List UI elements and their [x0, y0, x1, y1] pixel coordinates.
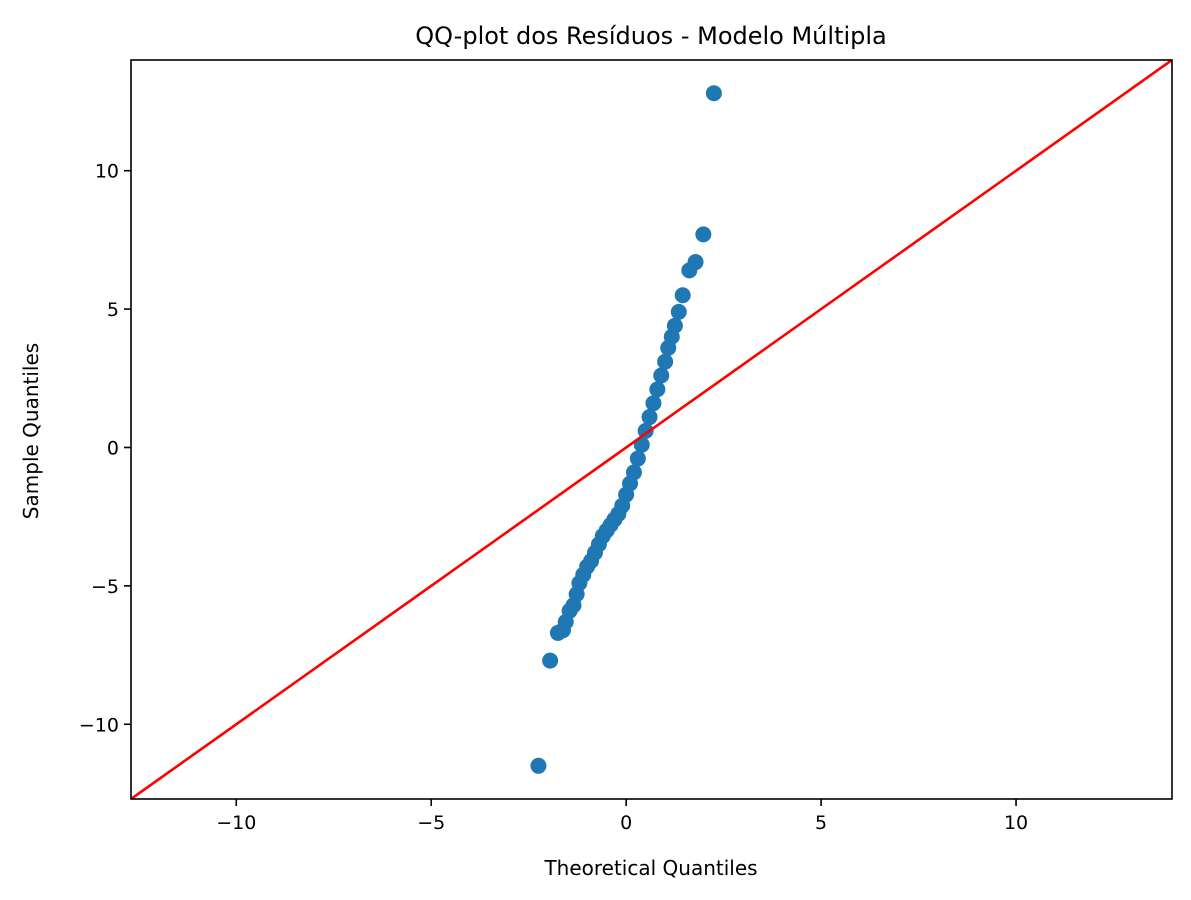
- x-tick-label: −10: [216, 812, 256, 834]
- data-point: [687, 254, 704, 271]
- y-tick-label: −5: [91, 576, 119, 598]
- data-point: [641, 409, 658, 426]
- data-point: [705, 85, 722, 102]
- data-point: [649, 381, 666, 398]
- reference-line: [131, 60, 1172, 799]
- plot-area: [131, 60, 1172, 799]
- y-tick-label: 0: [107, 437, 119, 459]
- y-tick-label: 10: [95, 161, 119, 183]
- chart-title: QQ-plot dos Resíduos - Modelo Múltipla: [415, 22, 887, 50]
- data-point: [645, 395, 662, 412]
- data-point: [666, 317, 683, 334]
- x-tick-label: 0: [620, 812, 632, 834]
- x-tick-label: 5: [815, 812, 827, 834]
- axes: −10 −5 0 5 10 −10 −5 0 5 10: [79, 161, 1028, 834]
- y-tick-label: −10: [79, 714, 119, 736]
- data-point: [625, 464, 642, 481]
- y-tick-label: 5: [107, 299, 119, 321]
- x-axis-label: Theoretical Quantiles: [543, 856, 757, 880]
- data-point: [629, 450, 646, 467]
- x-tick-label: −5: [417, 812, 445, 834]
- data-point: [542, 652, 559, 669]
- y-axis-label: Sample Quantiles: [19, 343, 43, 519]
- data-point: [530, 757, 547, 774]
- data-point: [637, 422, 654, 439]
- data-point: [657, 353, 674, 370]
- data-point: [653, 367, 670, 384]
- x-tick-label: 10: [1004, 812, 1028, 834]
- axes-frame: [130, 59, 1173, 800]
- data-point: [670, 303, 687, 320]
- data-point: [674, 287, 691, 304]
- data-point: [695, 226, 712, 243]
